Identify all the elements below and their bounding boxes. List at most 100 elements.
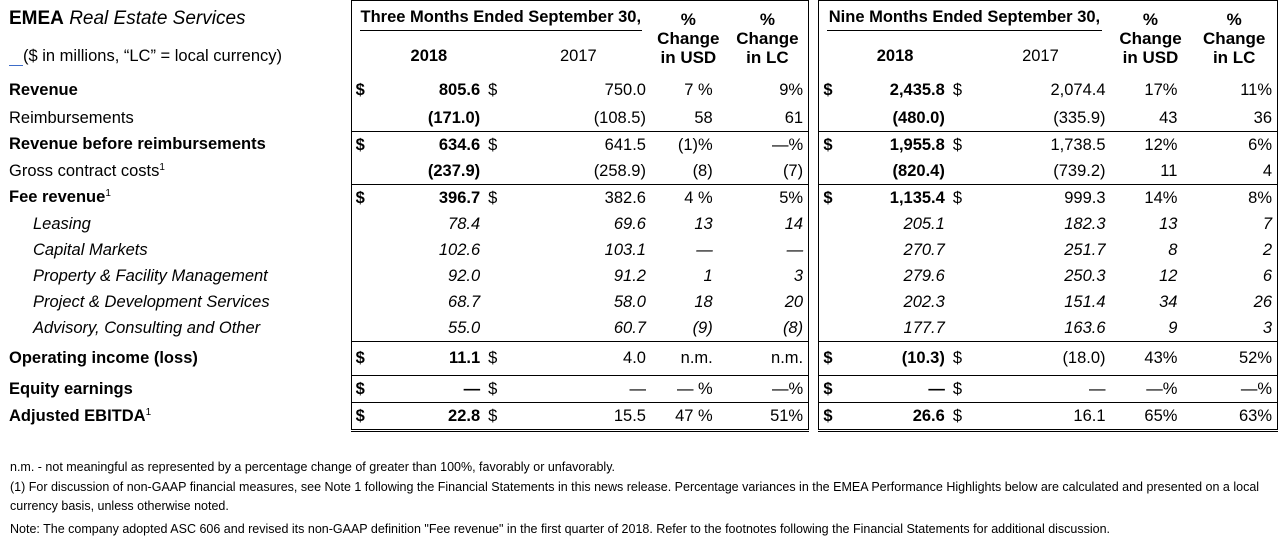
q-lc-change: — (726, 237, 810, 263)
n-2018-dollar (818, 211, 842, 237)
q-2017-value: 60.7 (506, 315, 650, 342)
table-body: Revenue $805.6 $750.0 7 % 9% $2,435.8 $2,074.4… (0, 75, 1279, 432)
row-label: Gross contract costs1 (0, 158, 351, 185)
n-usd-change: 12 (1159, 266, 1178, 285)
row-label: Operating income (loss) (0, 342, 351, 376)
q-2018-value: 68.7 (448, 292, 481, 311)
n-2018-dollar: $ (818, 184, 842, 211)
n-2017-value: 250.3 (1064, 266, 1106, 285)
q-2017-dollar (484, 289, 507, 315)
q-2017-value: (258.9) (506, 158, 650, 185)
n-2018-value: — (841, 375, 949, 403)
n-2018-value: 26.6 (841, 402, 949, 432)
q-2017-dollar: $ (488, 188, 498, 207)
n-2018-value: 202.3 (903, 292, 945, 311)
q-2018-value: (237.9) (373, 158, 485, 185)
n-lc-change: 3 (1191, 315, 1279, 342)
q-2018-header: 2018 (410, 46, 448, 65)
footnote-marker: 1 (105, 188, 111, 200)
n-2017-dollar (948, 315, 972, 342)
three-months-header: Three Months Ended September 30, (359, 8, 642, 31)
units-note: ($ in millions, “LC” = local currency) (0, 37, 351, 75)
q-2017-value: 58.0 (613, 292, 646, 311)
q-lc-change: 20 (726, 289, 810, 315)
n-usd-change: 43% (1109, 341, 1192, 376)
q-lc-change: 9% (726, 75, 810, 105)
q-lc-change: 51% (726, 402, 810, 432)
q-lc-change: —% (726, 131, 810, 158)
q-usd-header: % Change in USD (649, 0, 727, 75)
footnote-nm: n.m. - not meaningful as represented by … (10, 460, 615, 474)
n-2018-value: (10.3) (841, 341, 949, 376)
blank-link[interactable] (9, 51, 23, 66)
row-label-text: Adjusted EBITDA (9, 407, 146, 425)
row-label: Property & Facility Management (0, 263, 351, 289)
three-months-header-cell: Three Months Ended September 30, (350, 0, 650, 37)
row-label: Revenue (0, 75, 351, 105)
table-row: Capital Markets 102.6 103.1 — — 270.7 251.7 8 2 (0, 237, 1279, 263)
n-usd-change: 9 (1109, 315, 1192, 342)
q-2018-dollar (350, 158, 374, 185)
q-usd-change: 1 (703, 266, 713, 285)
row-label-text: Revenue (9, 80, 78, 99)
table-row: Leasing 78.4 69.6 13 14 205.1 182.3 13 7 (0, 211, 1279, 237)
table-row: Property & Facility Management 92.0 91.2 1 3… (0, 263, 1279, 289)
n-2018-value: (820.4) (841, 158, 949, 185)
n-2017-value: — (971, 375, 1110, 403)
n-2018-value: 1,955.8 (889, 135, 945, 154)
n-2017-dollar (949, 211, 972, 237)
n-2017-dollar (949, 289, 972, 315)
table-row: Equity earnings $ — $ — — % —% $ — $ — —% —% (0, 375, 1279, 403)
n-lc-change: 6 (1191, 263, 1279, 289)
n-usd-change: 13 (1159, 214, 1178, 233)
n-2017-dollar: $ (952, 188, 963, 207)
n-usd-change: 14% (1144, 188, 1178, 207)
row-label: Project & Development Services (0, 289, 351, 315)
n-2018-dollar (818, 105, 842, 132)
q-lc-change: 14 (726, 211, 810, 237)
n-lc-change: 8% (1191, 184, 1279, 211)
n-2018-dollar: $ (818, 131, 842, 158)
q-lc-change: (7) (726, 158, 810, 185)
n-usd-change: 65% (1109, 402, 1192, 432)
q-2018-value: 78.4 (448, 214, 481, 233)
q-2018-value: 102.6 (438, 240, 481, 259)
row-label: Fee revenue1 (0, 185, 351, 212)
footnote-asc: Note: The company adopted ASC 606 and re… (10, 522, 1111, 536)
table-row: Revenue before reimbursements $634.6 $641.… (0, 131, 1279, 158)
row-label-text: Gross contract costs (9, 161, 160, 180)
table-row: Advisory, Consulting and Other 55.0 60.7 (9… (0, 315, 1279, 342)
footnote-marker: 1 (145, 407, 152, 418)
row-label-text: Project & Development Services (33, 292, 270, 311)
n-2017-value: (335.9) (971, 105, 1110, 132)
q-usd-change: — (696, 240, 713, 259)
row-label-text: Revenue before reimbursements (9, 135, 266, 154)
q-lc-change: 5% (726, 184, 810, 211)
q-2017-dollar: $ (488, 80, 498, 99)
n-lc-change: 11% (1191, 75, 1279, 105)
q-2018-dollar (350, 237, 374, 263)
n-2018-dollar (818, 158, 842, 185)
n-2017-dollar: $ (948, 402, 972, 432)
q-usd-change: 58 (649, 105, 727, 132)
row-label: Advisory, Consulting and Other (0, 315, 351, 342)
n-2017-dollar: $ (952, 135, 963, 154)
q-2018-value: 805.6 (438, 80, 481, 99)
n-2018-value: 2,435.8 (889, 80, 945, 99)
q-2017-dollar (484, 315, 507, 342)
q-2018-value: 92.0 (448, 266, 481, 285)
row-label-text: Reimbursements (9, 108, 134, 127)
n-2017-dollar: $ (948, 341, 972, 376)
n-2017-value: (18.0) (971, 341, 1110, 376)
n-lc-change: 52% (1191, 341, 1279, 376)
n-2018-value: (480.0) (841, 105, 949, 132)
n-usd-change: 12% (1144, 135, 1178, 154)
n-usd-change: —% (1109, 375, 1192, 403)
q-usd-change: (9) (649, 315, 727, 342)
table-row: Gross contract costs1 (237.9) (258.9) (8) (7… (0, 158, 1279, 185)
n-2017-value: 16.1 (971, 402, 1110, 432)
q-2018-dollar: $ (350, 341, 374, 376)
q-2017-value: 382.6 (604, 188, 646, 207)
n-lc-change: 2 (1191, 237, 1279, 263)
q-2017-value: 15.5 (506, 402, 650, 432)
